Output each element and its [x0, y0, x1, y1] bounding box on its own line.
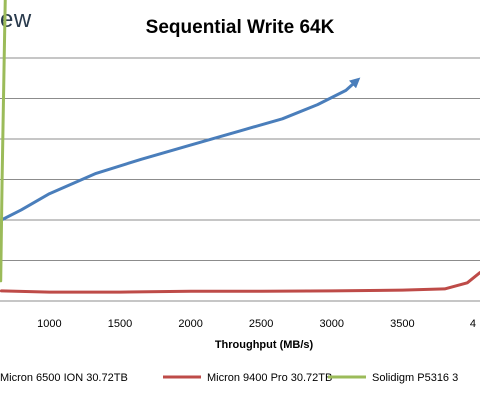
series-line	[0, 0, 7, 283]
x-tick-labels: 1000 1500 2000 2500 3000 3500 4	[37, 318, 476, 330]
series-line	[0, 271, 480, 294]
series-lines	[0, 0, 480, 294]
x-tick-label: 2500	[249, 318, 273, 330]
chart-title: Sequential Write 64K	[146, 17, 335, 38]
gridlines	[0, 57, 480, 261]
legend: Micron 6500 ION 30.72TB Micron 9400 Pro 3…	[0, 372, 458, 384]
legend-label: Solidigm P5316 3	[372, 372, 458, 384]
x-tick-label: 4	[470, 318, 476, 330]
x-tick-label: 2000	[178, 318, 202, 330]
legend-label: Micron 9400 Pro 30.72TB	[207, 372, 332, 384]
x-tick-label: 1500	[108, 318, 132, 330]
x-tick-label: 1000	[37, 318, 61, 330]
legend-label: Micron 6500 ION 30.72TB	[0, 372, 128, 384]
x-tick-label: 3500	[390, 318, 414, 330]
x-tick-label: 3000	[320, 318, 344, 330]
series-line	[0, 77, 361, 222]
x-axis-label: Throughput (MB/s)	[215, 339, 314, 351]
